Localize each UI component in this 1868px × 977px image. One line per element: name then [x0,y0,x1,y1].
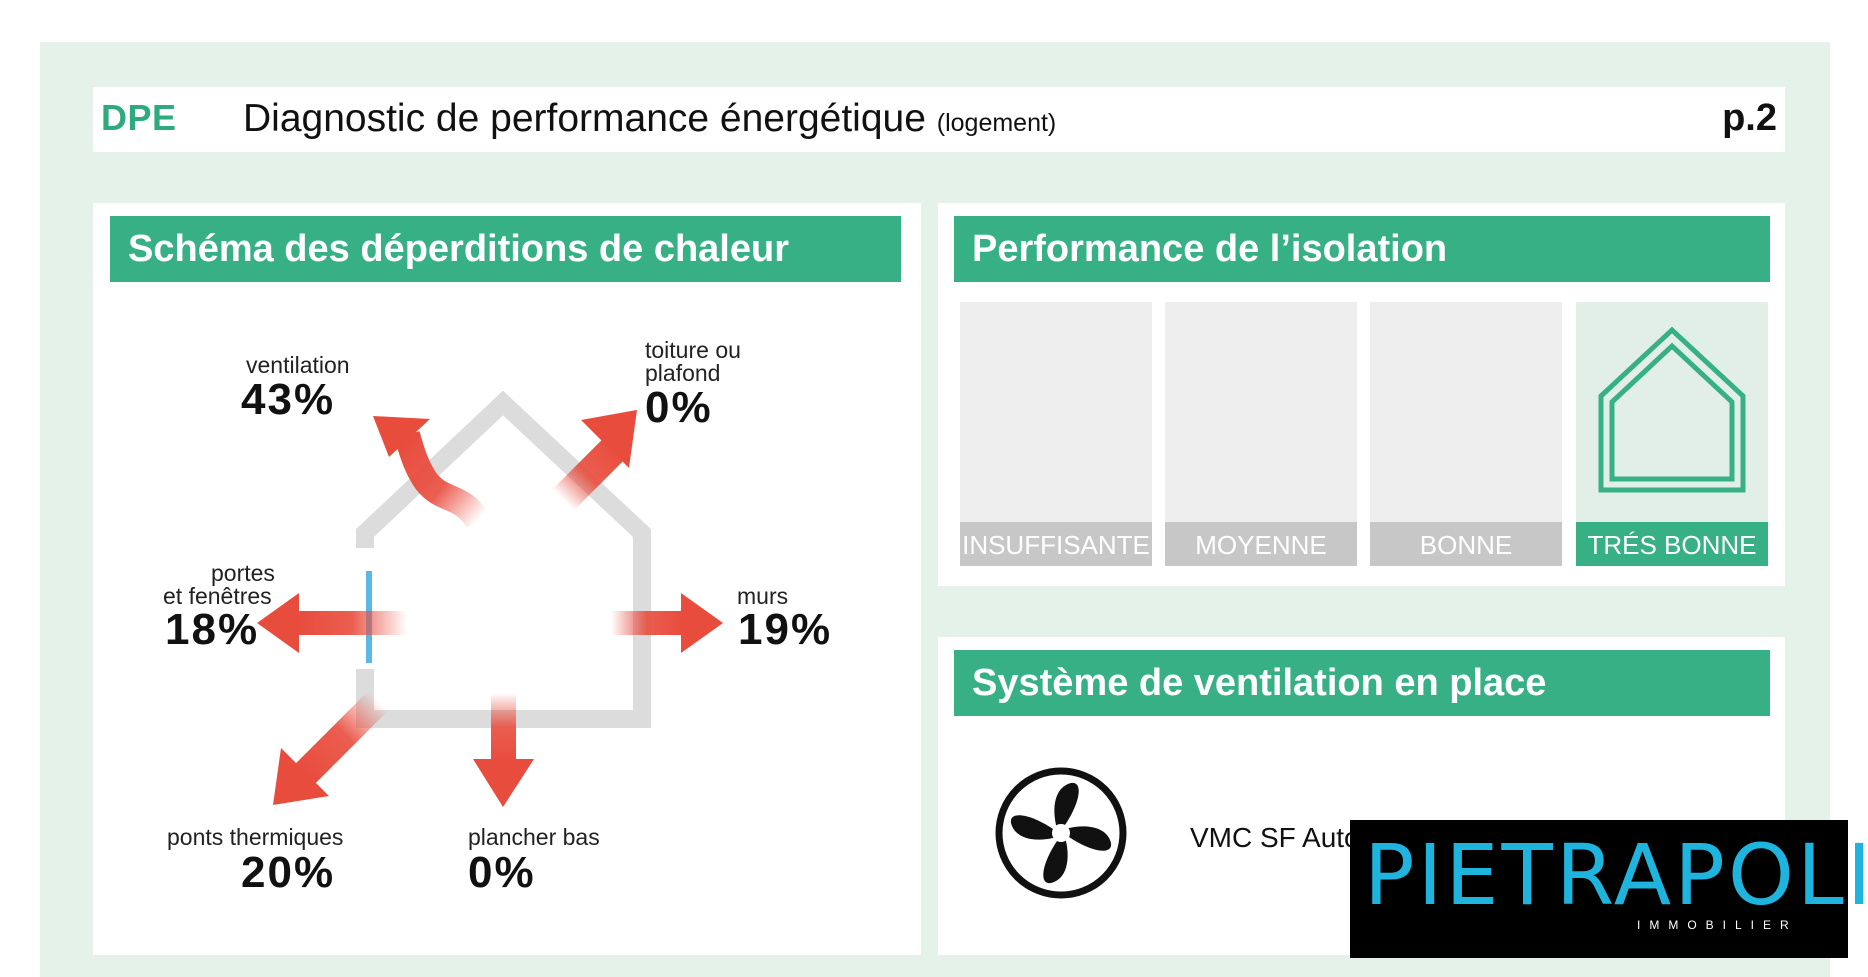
floor-arrow [473,693,534,807]
header-bar: DPE Diagnostic de performance énergétiqu… [93,87,1785,152]
insulation-card-good: BONNE [1370,302,1562,566]
heat-loss-panel: Schéma des déperditions de chaleur [93,203,921,955]
heat-loss-title: Schéma des déperditions de chaleur [110,216,901,282]
logo-wordmark: PIETRAPOLIS [1364,826,1868,924]
roof-arrow [552,410,637,511]
house-icon [1598,326,1746,493]
thermal-bridges-label: ponts thermiques [167,824,344,850]
insulation-label-medium: MOYENNE [1165,522,1357,566]
insulation-card-insufficient: INSUFFISANTE [960,302,1152,566]
dpe-tag: DPE [101,97,177,138]
windows-arrow [257,593,407,653]
pietrapolis-logo: PIETRAPOLIS IMMOBILIER [1350,820,1868,958]
windows-label-line1: portes [211,560,275,586]
page-title: Diagnostic de performance énergétique (l… [243,97,1056,141]
page-subtitle: (logement) [936,109,1057,137]
walls-label: murs [737,583,789,609]
ventilation-arrow [373,416,490,529]
walls-arrow [611,593,723,653]
page-title-text: Diagnostic de performance énergétique [243,97,926,140]
insulation-label-insufficient: INSUFFISANTE [960,522,1152,566]
ventilation-system-value: VMC SF Auto [1190,822,1360,853]
thermal-bridges-value: 20% [241,848,336,897]
ventilation-value: 43% [241,375,336,424]
floor-value: 0% [468,848,536,897]
insulation-card-very-good: TRÉS BONNE [1576,302,1768,566]
windows-label-line2: et fenêtres [163,583,272,609]
insulation-title: Performance de l’isolation [954,216,1770,282]
windows-value: 18% [165,605,260,654]
house-diagram [257,390,723,807]
ventilation-label: ventilation [246,352,350,378]
thermal-bridges-arrow [273,691,388,805]
roof-label-line1: toiture ou [645,337,741,363]
insulation-label-good: BONNE [1370,522,1562,566]
insulation-label-very-good: TRÉS BONNE [1576,522,1768,566]
walls-value: 19% [738,605,833,654]
insulation-card-medium: MOYENNE [1165,302,1357,566]
fan-icon [995,767,1127,899]
roof-label-line2: plafond [645,360,721,386]
roof-value: 0% [645,383,713,432]
page-number: p.2 [1722,97,1777,139]
logo-subtitle: IMMOBILIER [1637,918,1798,932]
floor-label: plancher bas [468,824,600,850]
ventilation-title: Système de ventilation en place [954,650,1770,716]
